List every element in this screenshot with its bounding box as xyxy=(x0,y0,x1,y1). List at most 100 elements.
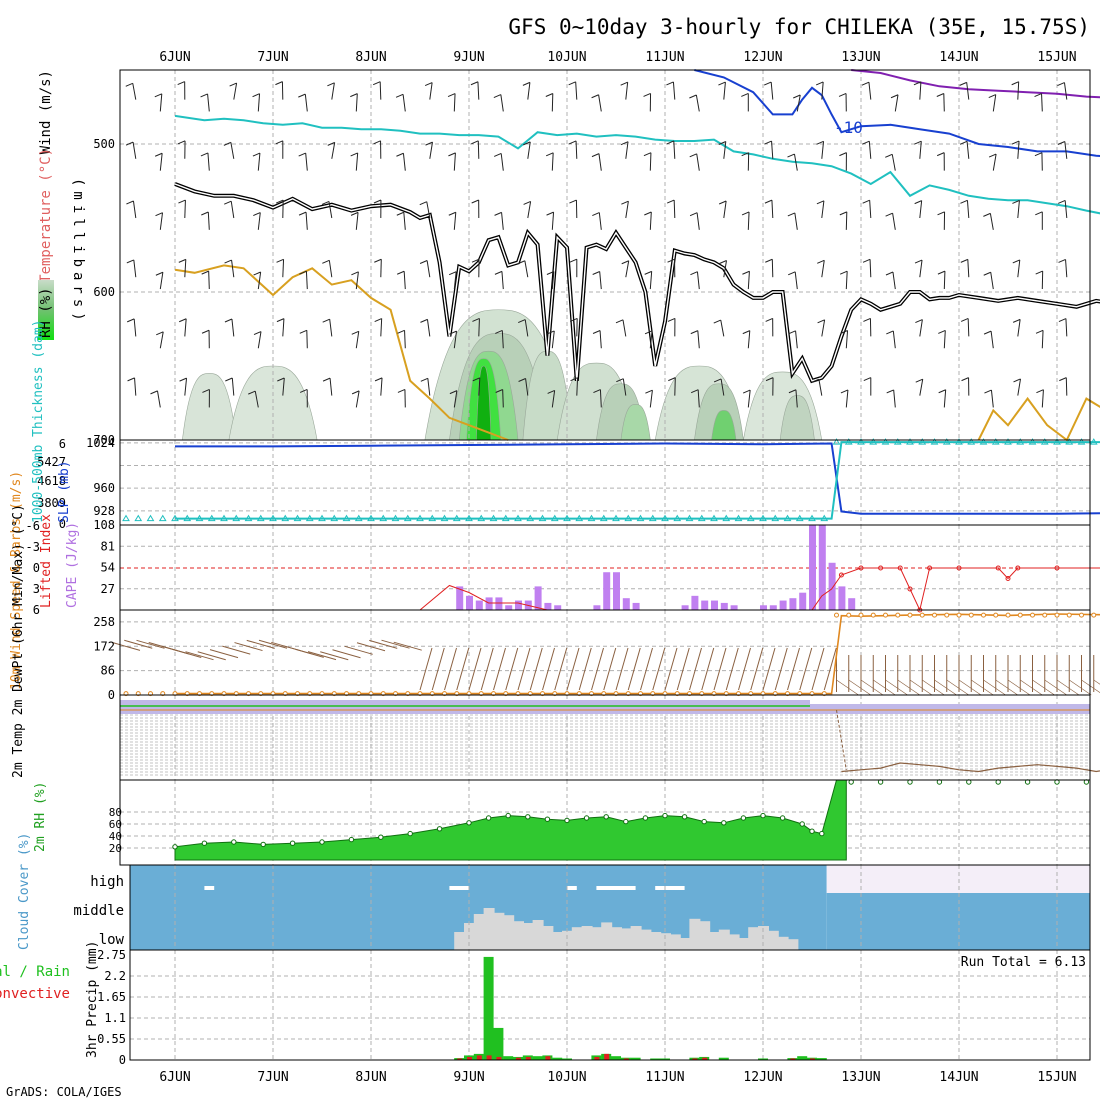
wind-barb-flag xyxy=(448,152,456,157)
wind-barb xyxy=(1041,93,1043,112)
wind-barb xyxy=(845,271,848,290)
wind-barb-flag xyxy=(420,318,428,323)
wind-barb xyxy=(295,648,324,658)
rh-legend-swatch xyxy=(38,280,54,340)
lifted-index-marker xyxy=(838,572,844,578)
wind-barb-flag xyxy=(275,199,284,204)
axis-tick-label: 0 xyxy=(59,517,66,531)
wind-barb-flag xyxy=(938,329,946,334)
rh-marker xyxy=(809,828,815,834)
wind-barb-flag xyxy=(495,389,503,393)
cape-bar xyxy=(632,602,640,610)
wind-barb-flag xyxy=(277,377,285,382)
wind-barb-flag xyxy=(179,377,187,382)
wind-barb xyxy=(329,378,333,396)
thickness-marker xyxy=(256,514,265,522)
wind-barb xyxy=(429,82,433,100)
date-tick-label: 12JUN xyxy=(743,50,782,65)
wind-barb-flag xyxy=(1057,141,1066,145)
wind-barb-flag xyxy=(127,377,135,382)
wind-barb xyxy=(598,153,602,171)
cloud-low-bar xyxy=(513,921,524,950)
cloud-low-bar xyxy=(562,930,573,950)
rh-marker xyxy=(319,839,325,845)
wind-barb xyxy=(184,259,187,278)
wind-barb-flag xyxy=(150,390,158,395)
cape-bar xyxy=(603,572,611,610)
temp-drop-line xyxy=(836,709,847,771)
thickness-marker xyxy=(648,514,657,522)
wind-barb xyxy=(652,647,666,691)
wind-speed-marker xyxy=(834,612,839,618)
wind-barb xyxy=(649,330,653,349)
wind-barb xyxy=(231,260,235,278)
wind-barb xyxy=(649,211,652,230)
rh-marker xyxy=(172,844,178,850)
rh-marker xyxy=(583,815,590,821)
wind-barb xyxy=(419,647,433,691)
thickness-marker xyxy=(514,514,522,522)
wind-barb-flag xyxy=(666,140,674,145)
wind-barb xyxy=(184,318,187,337)
wind-barb xyxy=(990,272,994,290)
wind-barb-flag xyxy=(569,317,578,322)
thickness-marker xyxy=(158,514,167,522)
wind-barb xyxy=(795,330,798,349)
wind-barb xyxy=(770,82,774,100)
wind-barb xyxy=(674,377,676,396)
wind-barb-flag xyxy=(350,211,359,216)
thickness-marker xyxy=(207,514,216,522)
cloud-low-bar xyxy=(709,932,720,950)
wind-barb xyxy=(821,141,825,159)
wind-10m-panel: 258 172 86 0 10m Wind Speed & Barbs (m/s) xyxy=(9,471,1100,702)
precip-axis-label: 3hr Precip (mm) xyxy=(85,941,100,1058)
wind-barb-flag xyxy=(690,330,698,335)
wind-barb xyxy=(1017,259,1021,278)
top-date-axis: 6JUN 7JUN 8JUN 9JUN 10JUN 11JUN 12JUN 13JUN 14JU… xyxy=(159,50,1076,65)
wind-barb xyxy=(404,330,406,349)
wind-barb-flag xyxy=(154,152,163,157)
precip-total-bar xyxy=(758,1058,768,1060)
wind-barb-flag xyxy=(666,81,674,86)
wind-barb xyxy=(747,211,750,230)
thickness-marker xyxy=(636,514,645,522)
wind-barb xyxy=(649,390,653,408)
wind-barb xyxy=(111,641,141,651)
cape-bar xyxy=(799,592,807,610)
wind-barb xyxy=(845,330,849,349)
cloud-blue-region xyxy=(826,893,1090,950)
thickness-marker xyxy=(477,514,486,522)
wind-barb-flag xyxy=(327,82,335,87)
thickness-marker xyxy=(1089,438,1098,445)
wind-barb xyxy=(625,141,629,159)
wind-barb xyxy=(696,153,700,171)
wind-barb-flag xyxy=(298,93,306,98)
rh-marker xyxy=(799,821,805,827)
wind-barb xyxy=(254,391,259,408)
wind-barb xyxy=(551,93,554,112)
precip-total-bar xyxy=(718,1057,729,1060)
wind-barb-flag xyxy=(545,152,554,157)
wind-barb xyxy=(720,378,725,396)
slp-line xyxy=(175,442,1100,515)
wind-barb xyxy=(836,679,859,696)
wind-barb xyxy=(328,201,333,219)
wind-barb-flag xyxy=(616,378,624,383)
bottom-date-axis: 6JUN 7JUN 8JUN 9JUN 10JUN 11JUN 12JUN 13JUN 14JU… xyxy=(159,1070,1076,1085)
wind-barb xyxy=(983,679,1006,696)
wind-barb xyxy=(304,94,308,112)
wind-barb-flag xyxy=(592,271,600,275)
wind-speed-marker xyxy=(1005,612,1011,618)
isotherm-zero-inner xyxy=(174,183,1100,382)
wind-barb-flag xyxy=(177,81,185,86)
wind-barb xyxy=(501,212,504,230)
wind-barb-flag xyxy=(718,141,726,145)
axis-tick-label: -6 xyxy=(26,519,40,533)
wind-barb-flag xyxy=(1057,200,1066,204)
wind-barb xyxy=(591,647,604,691)
thickness-marker xyxy=(575,514,584,522)
precip-convective-bar xyxy=(457,1058,463,1060)
date-tick-label: 10JUN xyxy=(547,1070,586,1085)
precip-total-bar xyxy=(797,1056,808,1060)
wind-barb-flag xyxy=(154,93,162,98)
